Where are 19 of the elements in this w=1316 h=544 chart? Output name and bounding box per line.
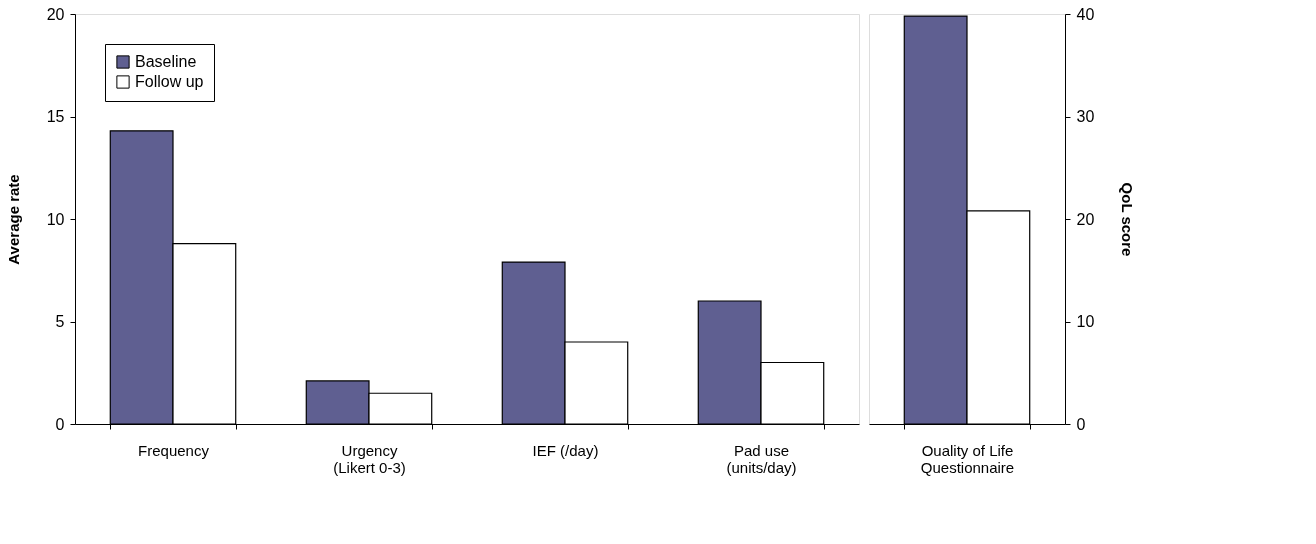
y-tick-label: 5 xyxy=(55,313,65,330)
y-tick-label: 0 xyxy=(55,415,65,433)
y2-tick-label: 20 xyxy=(1076,210,1095,228)
legend-label: Follow up xyxy=(135,73,204,90)
x-tick-label: Urgency (Likert 0-3) xyxy=(333,441,406,476)
y-tick-label: 10 xyxy=(46,210,65,228)
y-tick-label: 20 xyxy=(46,5,65,23)
y2-tick-label: 30 xyxy=(1076,108,1095,125)
y2-tick-label: 10 xyxy=(1076,313,1095,330)
y2-axis-title: QoL score xyxy=(1119,182,1137,257)
x-tick-label: Pad use (units/day) xyxy=(726,441,797,476)
x-tick-label: IEF (/day) xyxy=(532,441,599,459)
y-tick-label: 15 xyxy=(46,108,65,125)
y-axis-title: Average rate xyxy=(4,174,22,265)
y2-tick-label: 40 xyxy=(1076,5,1095,23)
x-tick-label: Frequency xyxy=(138,441,210,459)
y2-tick-label: 0 xyxy=(1076,415,1086,433)
legend-label: Baseline xyxy=(135,53,197,70)
x-tick-label: Ouality of Life Questionnaire xyxy=(920,441,1015,476)
